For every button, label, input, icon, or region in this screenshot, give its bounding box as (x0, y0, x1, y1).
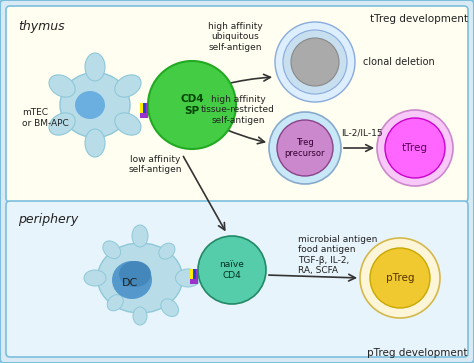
Ellipse shape (119, 261, 151, 287)
Circle shape (360, 238, 440, 318)
Bar (140, 103, 143, 113)
Text: tTreg development: tTreg development (370, 14, 468, 24)
Ellipse shape (85, 129, 105, 157)
Ellipse shape (75, 91, 105, 119)
Ellipse shape (159, 243, 175, 259)
Text: pTreg development: pTreg development (367, 348, 468, 358)
Circle shape (277, 120, 333, 176)
Ellipse shape (112, 261, 152, 299)
Ellipse shape (107, 295, 123, 311)
Circle shape (283, 30, 347, 94)
Bar (190, 279, 198, 284)
Ellipse shape (49, 113, 75, 135)
Text: thymus: thymus (18, 20, 64, 33)
FancyBboxPatch shape (6, 201, 468, 357)
Bar (196, 269, 198, 279)
Ellipse shape (85, 53, 105, 81)
Text: low affinity
self-antigen: low affinity self-antigen (128, 155, 182, 174)
Circle shape (148, 61, 236, 149)
Text: pTreg: pTreg (386, 273, 414, 283)
Circle shape (377, 110, 453, 186)
Circle shape (291, 38, 339, 86)
Circle shape (198, 236, 266, 304)
Text: CD4
SP: CD4 SP (180, 94, 204, 116)
Ellipse shape (132, 225, 148, 247)
Text: high affinity
tissue-restricted
self-antigen: high affinity tissue-restricted self-ant… (201, 95, 275, 125)
Bar (143, 103, 146, 113)
Ellipse shape (115, 75, 141, 97)
Bar (146, 103, 148, 113)
Text: naïve
CD4: naïve CD4 (219, 260, 245, 280)
Text: periphery: periphery (18, 213, 78, 226)
Text: clonal deletion: clonal deletion (363, 57, 435, 67)
Ellipse shape (84, 270, 106, 286)
Ellipse shape (103, 241, 120, 258)
Text: microbial antigen
food antigen
TGF-β, IL-2,
RA, SCFA: microbial antigen food antigen TGF-β, IL… (298, 235, 377, 275)
Ellipse shape (115, 113, 141, 135)
Ellipse shape (98, 243, 182, 313)
Text: IL-2/IL-15: IL-2/IL-15 (341, 129, 383, 138)
Bar (193, 269, 196, 279)
Text: DC: DC (122, 278, 138, 288)
Ellipse shape (49, 75, 75, 97)
FancyBboxPatch shape (6, 6, 468, 202)
Ellipse shape (60, 73, 130, 138)
Circle shape (370, 248, 430, 308)
Text: mTEC
or BM-APC: mTEC or BM-APC (22, 108, 69, 128)
Bar (190, 269, 193, 279)
Text: high affinity
ubiquitous
self-antigen: high affinity ubiquitous self-antigen (208, 22, 263, 52)
Ellipse shape (133, 307, 147, 325)
Ellipse shape (175, 269, 201, 287)
Text: Treg
precursor: Treg precursor (285, 138, 325, 158)
Text: tTreg: tTreg (402, 143, 428, 153)
Ellipse shape (161, 299, 179, 317)
Circle shape (269, 112, 341, 184)
Circle shape (385, 118, 445, 178)
Circle shape (275, 22, 355, 102)
Bar (140, 113, 148, 118)
